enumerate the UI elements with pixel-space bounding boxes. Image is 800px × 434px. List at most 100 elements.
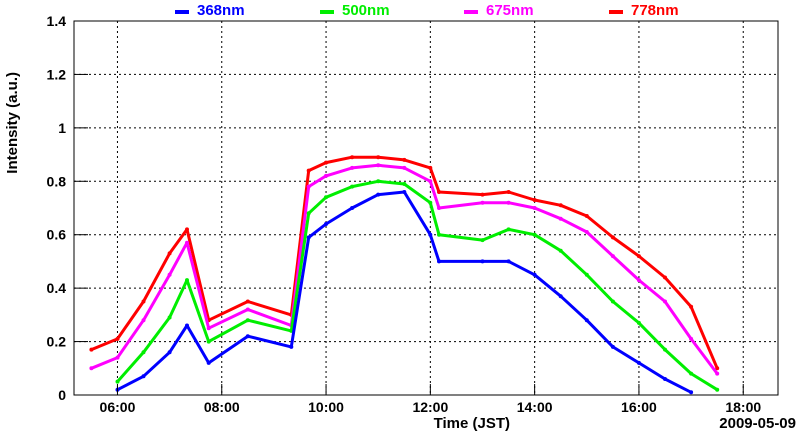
data-point-500nm <box>428 200 433 205</box>
data-point-778nm <box>610 235 615 240</box>
data-point-500nm <box>185 278 189 283</box>
data-point-778nm <box>245 299 250 304</box>
data-point-675nm <box>376 163 381 168</box>
data-point-368nm <box>350 206 355 210</box>
data-point-500nm <box>306 211 311 216</box>
legend-label-675nm: 675nm <box>486 2 534 19</box>
data-point-368nm <box>437 259 441 264</box>
data-point-675nm <box>715 371 720 376</box>
data-point-778nm <box>689 304 694 309</box>
data-point-675nm <box>306 184 311 189</box>
legend-label-368nm: 368nm <box>197 2 245 19</box>
x-tick-label: 14:00 <box>517 399 553 415</box>
data-point-778nm <box>89 347 94 352</box>
data-point-675nm <box>663 299 667 304</box>
data-point-500nm <box>245 318 250 323</box>
data-point-675nm <box>206 326 211 331</box>
data-point-778nm <box>636 254 641 259</box>
data-point-368nm <box>506 259 511 264</box>
data-point-500nm <box>480 238 485 243</box>
data-point-778nm <box>350 155 355 160</box>
data-point-368nm <box>306 235 311 240</box>
y-tick-label: 1 <box>58 120 66 136</box>
data-point-778nm <box>167 251 172 256</box>
data-point-675nm <box>558 216 563 221</box>
data-point-675nm <box>506 200 511 205</box>
data-point-500nm <box>558 248 563 253</box>
data-point-778nm <box>141 299 146 304</box>
data-point-778nm <box>558 203 563 208</box>
data-point-500nm <box>532 232 537 237</box>
data-point-675nm <box>532 206 537 210</box>
data-point-500nm <box>115 379 120 384</box>
data-point-500nm <box>167 315 172 320</box>
x-tick-label: 10:00 <box>308 399 344 415</box>
x-tick-label: 08:00 <box>204 399 240 415</box>
data-point-500nm <box>324 195 328 200</box>
series-layer <box>89 155 720 395</box>
y-axis-label: Intensity (a.u.) <box>4 72 21 174</box>
data-point-778nm <box>437 190 441 194</box>
data-point-778nm <box>480 192 485 197</box>
series-line-500nm <box>116 179 718 391</box>
data-point-368nm <box>636 360 641 365</box>
data-point-778nm <box>532 198 537 202</box>
data-point-368nm <box>402 190 407 194</box>
data-point-368nm <box>428 232 433 237</box>
data-point-778nm <box>115 336 120 341</box>
data-point-675nm <box>115 355 120 360</box>
y-tick-label: 1.4 <box>47 13 67 29</box>
data-point-675nm <box>89 366 94 371</box>
data-point-675nm <box>350 165 355 170</box>
data-point-500nm <box>636 320 641 325</box>
data-point-500nm <box>437 232 441 237</box>
data-point-368nm <box>245 334 250 339</box>
y-tick-label: 0 <box>58 387 66 403</box>
data-point-368nm <box>206 360 211 365</box>
data-point-675nm <box>636 278 641 283</box>
y-tick-label: 0.2 <box>47 334 67 350</box>
data-point-778nm <box>663 275 667 280</box>
data-point-675nm <box>689 336 694 341</box>
legend-label-500nm: 500nm <box>342 2 390 19</box>
data-point-368nm <box>558 294 563 299</box>
data-point-675nm <box>480 200 485 205</box>
data-point-675nm <box>584 230 589 234</box>
data-point-778nm <box>306 168 311 173</box>
data-point-368nm <box>376 192 381 197</box>
y-tick-label: 1.2 <box>47 66 67 82</box>
data-point-500nm <box>715 387 720 392</box>
data-point-368nm <box>480 259 485 264</box>
series-line-675nm <box>90 163 719 375</box>
data-point-675nm <box>141 318 146 323</box>
series-line-778nm <box>90 155 719 369</box>
data-point-368nm <box>185 323 189 328</box>
data-point-675nm <box>428 179 433 184</box>
data-point-675nm <box>185 240 189 245</box>
data-point-368nm <box>689 390 694 395</box>
x-axis-label: Time (JST) <box>434 415 510 432</box>
legend: 368nm 500nm 675nm 778nm <box>175 2 679 19</box>
data-point-500nm <box>663 347 667 352</box>
data-point-368nm <box>532 272 537 277</box>
data-point-675nm <box>245 307 250 312</box>
data-point-368nm <box>167 350 172 355</box>
data-point-778nm <box>324 160 328 165</box>
data-point-368nm <box>324 222 328 226</box>
x-tick-label: 12:00 <box>412 399 448 415</box>
axis-ticks: 0 0.2 0.4 0.6 0.8 1 1.2 1.4 06:00 08:00 10:00 12:00… <box>47 13 762 415</box>
data-point-500nm <box>141 350 146 355</box>
data-point-675nm <box>402 165 407 170</box>
data-point-500nm <box>506 227 511 232</box>
data-point-500nm <box>402 182 407 186</box>
data-point-778nm <box>376 155 381 160</box>
data-point-675nm <box>324 173 328 178</box>
x-tick-label: 18:00 <box>725 399 761 415</box>
data-point-778nm <box>506 190 511 194</box>
data-point-778nm <box>715 366 720 371</box>
data-point-675nm <box>167 272 172 277</box>
y-tick-label: 0.6 <box>47 227 67 243</box>
data-point-500nm <box>206 339 211 344</box>
data-point-500nm <box>350 184 355 189</box>
